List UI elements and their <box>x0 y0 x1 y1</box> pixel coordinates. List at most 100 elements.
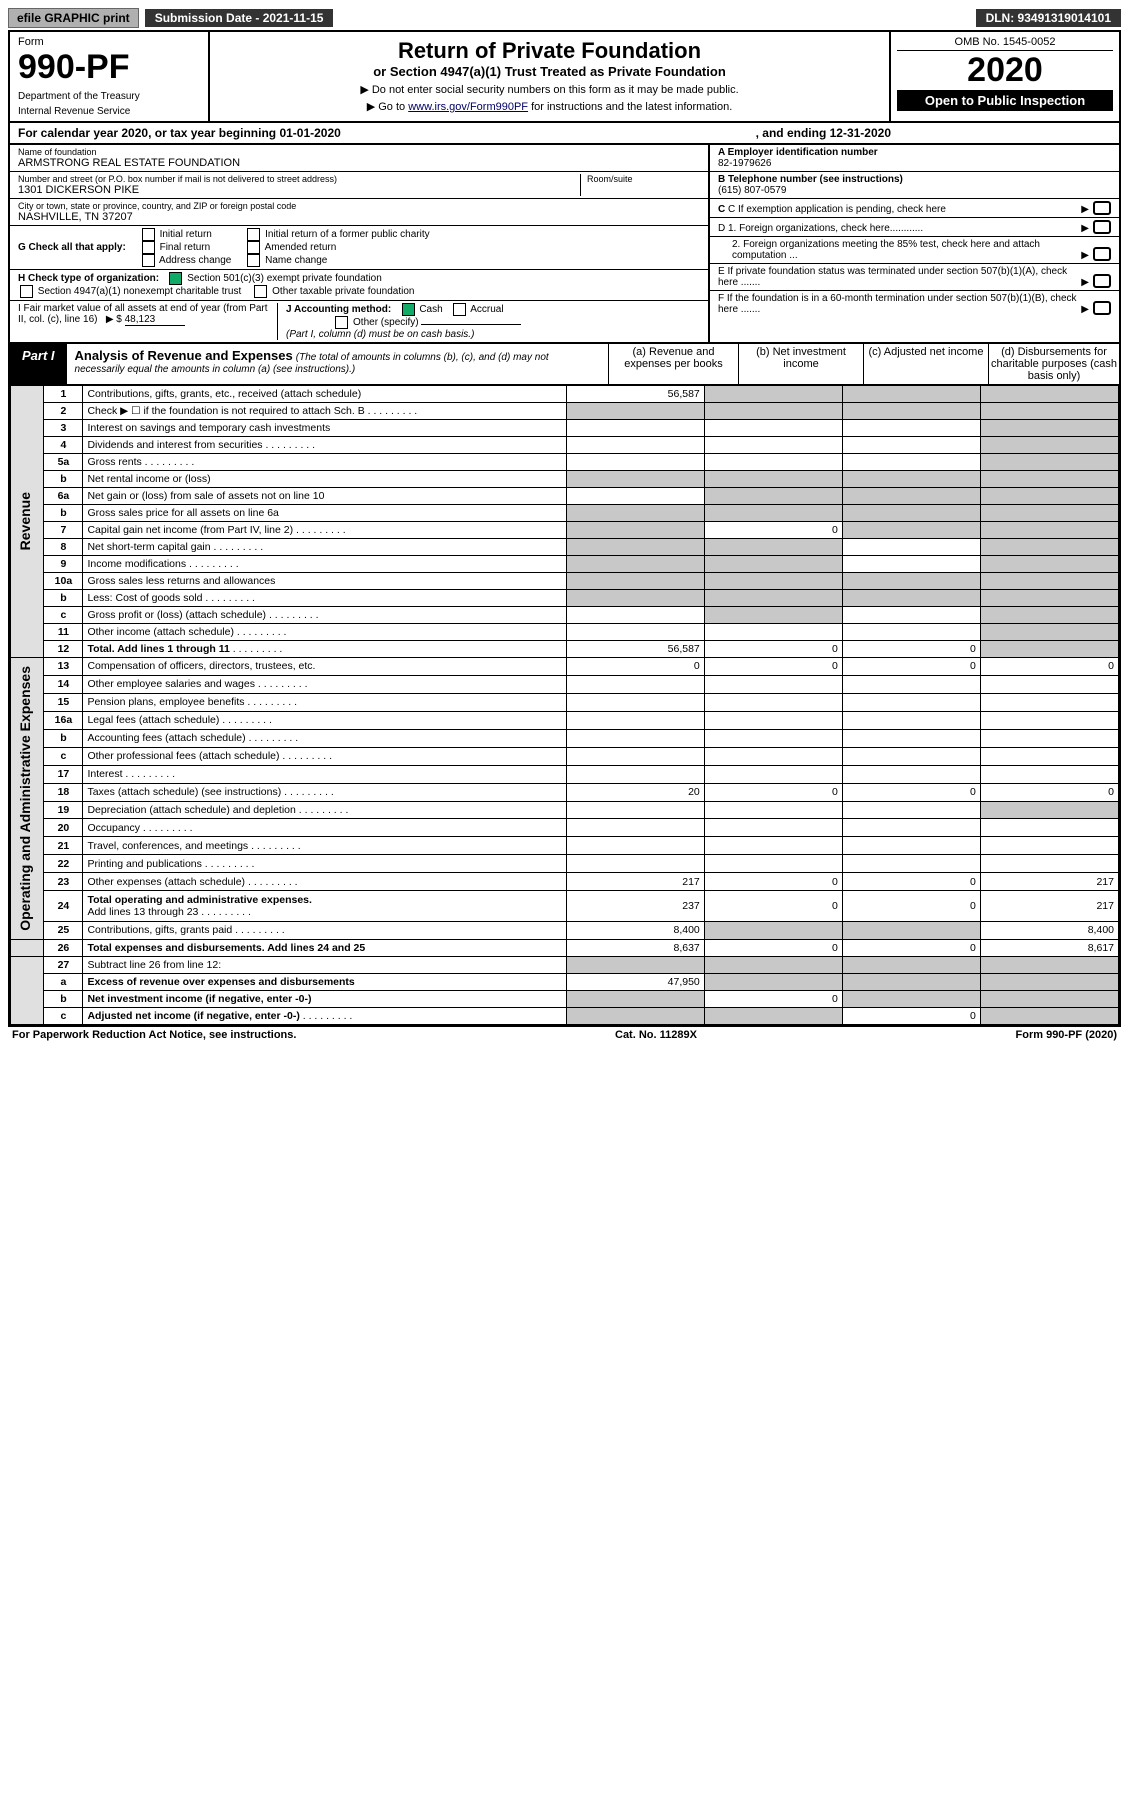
form-ref: Form 990-PF (2020) <box>1016 1029 1117 1041</box>
line-num: 27 <box>44 956 83 973</box>
line-num: b <box>44 990 83 1007</box>
line-desc: Net investment income (if negative, ente… <box>87 993 311 1005</box>
other-taxable-label: Other taxable private foundation <box>272 286 414 297</box>
line-desc: Net rental income or (loss) <box>83 471 566 488</box>
line-num: 3 <box>44 420 83 437</box>
line-desc: Interest <box>87 768 122 780</box>
cell-value: 0 <box>704 658 842 676</box>
part1-title: Analysis of Revenue and Expenses <box>75 348 293 363</box>
cell-value: 20 <box>566 783 704 801</box>
initial-return-checkbox[interactable] <box>142 228 155 241</box>
dept-treasury: Department of the Treasury <box>18 91 200 102</box>
former-charity-checkbox[interactable] <box>247 228 260 241</box>
col-c-header: (c) Adjusted net income <box>864 344 989 384</box>
foundation-name-label: Name of foundation <box>18 147 700 157</box>
other-method-label: Other (specify) <box>353 317 419 328</box>
60month-checkbox[interactable] <box>1093 301 1111 315</box>
foreign-85-checkbox[interactable] <box>1093 247 1111 261</box>
line-num: 6a <box>44 488 83 505</box>
other-taxable-checkbox[interactable] <box>254 285 267 298</box>
tax-year: 2020 <box>897 51 1113 90</box>
4947a1-checkbox[interactable] <box>20 285 33 298</box>
line-desc: Adjusted net income (if negative, enter … <box>87 1010 299 1022</box>
part1-table: Revenue 1Contributions, gifts, grants, e… <box>10 385 1119 1025</box>
omb-number: OMB No. 1545-0052 <box>897 34 1113 51</box>
line-desc: Total expenses and disbursements. Add li… <box>87 942 365 954</box>
top-bar: efile GRAPHIC print Submission Date - 20… <box>8 8 1121 28</box>
efile-button[interactable]: efile GRAPHIC print <box>8 8 139 28</box>
name-change-checkbox[interactable] <box>247 254 260 267</box>
cell-value: 47,950 <box>566 973 704 990</box>
line-num: c <box>44 1007 83 1024</box>
open-public-badge: Open to Public Inspection <box>897 90 1113 111</box>
phone-label: B Telephone number (see instructions) <box>718 174 903 185</box>
street-address: 1301 DICKERSON PIKE <box>18 184 580 196</box>
calendar-year-row: For calendar year 2020, or tax year begi… <box>10 123 1119 145</box>
line-desc: Taxes (attach schedule) (see instruction… <box>87 786 281 798</box>
line-num: b <box>44 590 83 607</box>
line-desc: Contributions, gifts, grants, etc., rece… <box>83 386 566 403</box>
line-num: 2 <box>44 403 83 420</box>
foundation-name: ARMSTRONG REAL ESTATE FOUNDATION <box>18 157 700 169</box>
exemption-pending-label: C If exemption application is pending, c… <box>728 204 946 215</box>
line-num: 24 <box>44 891 83 922</box>
cell-value: 217 <box>980 891 1118 922</box>
goto-suffix: for instructions and the latest informat… <box>528 101 732 113</box>
cell-value: 217 <box>980 873 1118 891</box>
line-num: b <box>44 471 83 488</box>
check-g-label: G Check all that apply: <box>18 242 126 253</box>
cell-value: 0 <box>980 783 1118 801</box>
arrow-icon: ▶ <box>1081 223 1089 234</box>
line-num: 5a <box>44 454 83 471</box>
instructions-link[interactable]: www.irs.gov/Form990PF <box>408 101 528 113</box>
line-desc: Net gain or (loss) from sale of assets n… <box>83 488 566 505</box>
line-num: 13 <box>44 658 83 676</box>
line-desc: Gross sales price for all assets on line… <box>83 505 566 522</box>
address-label: Number and street (or P.O. box number if… <box>18 174 580 184</box>
60month-label: F If the foundation is in a 60-month ter… <box>718 293 1081 315</box>
cell-value: 0 <box>842 658 980 676</box>
line-desc: Other employee salaries and wages <box>87 678 255 690</box>
line-num: 23 <box>44 873 83 891</box>
col-b-header: (b) Net investment income <box>739 344 864 384</box>
cell-value: 0 <box>842 1007 980 1024</box>
line-desc: Accounting fees (attach schedule) <box>87 732 245 744</box>
line-num: 17 <box>44 765 83 783</box>
amended-return-checkbox[interactable] <box>247 241 260 254</box>
line-num: 20 <box>44 819 83 837</box>
line-desc: Interest on savings and temporary cash i… <box>83 420 566 437</box>
cash-checkbox[interactable] <box>402 303 415 316</box>
address-change-checkbox[interactable] <box>142 254 155 267</box>
line-desc: Check ▶ ☐ if the foundation is not requi… <box>87 405 364 417</box>
cell-value: 0 <box>704 522 842 539</box>
entity-block: Name of foundation ARMSTRONG REAL ESTATE… <box>10 145 1119 342</box>
other-method-checkbox[interactable] <box>335 316 348 329</box>
part1-tag: Part I <box>10 344 67 384</box>
terminated-checkbox[interactable] <box>1093 274 1111 288</box>
cash-basis-note: (Part I, column (d) must be on cash basi… <box>286 329 474 340</box>
line-num: 11 <box>44 624 83 641</box>
form-header: Form 990-PF Department of the Treasury I… <box>10 32 1119 123</box>
accrual-checkbox[interactable] <box>453 303 466 316</box>
line-desc: Total. Add lines 1 through 11 <box>87 643 229 655</box>
address-change-label: Address change <box>159 255 231 266</box>
line-desc: Gross profit or (loss) (attach schedule) <box>87 609 266 621</box>
exemption-pending-checkbox[interactable] <box>1093 201 1111 215</box>
cell-value: 8,400 <box>980 921 1118 939</box>
cell-value: 0 <box>566 658 704 676</box>
cash-label: Cash <box>419 304 442 315</box>
cell-value: 0 <box>704 891 842 922</box>
foreign-org-checkbox[interactable] <box>1093 220 1111 234</box>
line-desc: Other professional fees (attach schedule… <box>87 750 279 762</box>
line-desc: Compensation of officers, directors, tru… <box>83 658 566 676</box>
form-label: Form <box>18 36 200 48</box>
final-return-checkbox[interactable] <box>142 241 155 254</box>
line-desc: Capital gain net income (from Part IV, l… <box>87 524 293 536</box>
501c3-checkbox[interactable] <box>169 272 182 285</box>
line-num: 9 <box>44 556 83 573</box>
dln: DLN: 93491319014101 <box>976 9 1121 27</box>
line-num: 19 <box>44 801 83 819</box>
col-a-header: (a) Revenue and expenses per books <box>609 344 739 384</box>
line-desc: Gross sales less returns and allowances <box>83 573 566 590</box>
cell-value: 56,587 <box>566 641 704 658</box>
